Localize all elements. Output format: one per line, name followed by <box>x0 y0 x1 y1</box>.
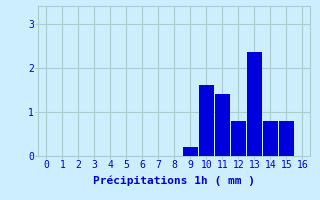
X-axis label: Précipitations 1h ( mm ): Précipitations 1h ( mm ) <box>93 176 255 186</box>
Bar <box>263 121 278 156</box>
Bar <box>215 94 230 156</box>
Bar <box>231 121 246 156</box>
Bar <box>247 52 262 156</box>
Bar <box>183 147 198 156</box>
Bar <box>199 85 214 156</box>
Bar <box>279 121 294 156</box>
